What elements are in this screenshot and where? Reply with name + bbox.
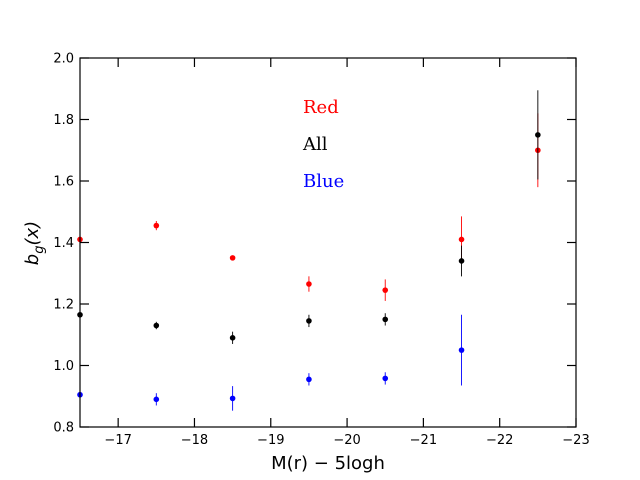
y-tick-label: 0.8 (53, 421, 74, 436)
plot-background (80, 58, 576, 427)
x-tick-label: −20 (333, 433, 360, 448)
series-all (77, 90, 541, 344)
data-point (229, 395, 236, 402)
y-tick-label: 1.8 (53, 113, 74, 128)
y-axis-label: bg(x) (22, 221, 47, 265)
data-point (153, 322, 160, 329)
x-tick-label: −19 (257, 433, 284, 448)
data-point (458, 258, 465, 264)
x-tick-label: −22 (486, 433, 513, 448)
y-tick-label: 1.6 (53, 175, 74, 190)
data-point (382, 287, 389, 293)
y-tick-label: 1.4 (53, 236, 74, 251)
x-tick-label: −18 (181, 433, 208, 448)
data-point (306, 376, 312, 383)
plot-frame (79, 57, 577, 428)
series-blue (77, 314, 465, 411)
legend-label-red: Red (303, 97, 339, 118)
legend: Red All Blue (302, 97, 344, 192)
x-tick-label: −21 (410, 433, 437, 448)
data-point (153, 396, 160, 403)
data-point (229, 335, 236, 341)
x-tick-label: −23 (562, 433, 589, 448)
x-tick-label: −17 (104, 433, 131, 448)
data-point (535, 132, 541, 138)
data-marks (77, 90, 541, 411)
data-point (458, 236, 465, 243)
data-point (382, 375, 389, 382)
y-tick-label: 2.0 (53, 52, 74, 67)
data-point (153, 222, 160, 229)
data-point (458, 347, 465, 353)
x-axis-label: M(r) − 5logh (271, 453, 385, 474)
legend-label-blue: Blue (303, 171, 344, 192)
data-point (306, 318, 312, 324)
legend-label-all: All (302, 134, 328, 155)
data-point (382, 316, 389, 323)
y-tick-label: 1.0 (53, 359, 74, 374)
data-point (229, 255, 236, 261)
data-point (306, 281, 312, 287)
y-tick-label: 1.2 (53, 298, 74, 313)
